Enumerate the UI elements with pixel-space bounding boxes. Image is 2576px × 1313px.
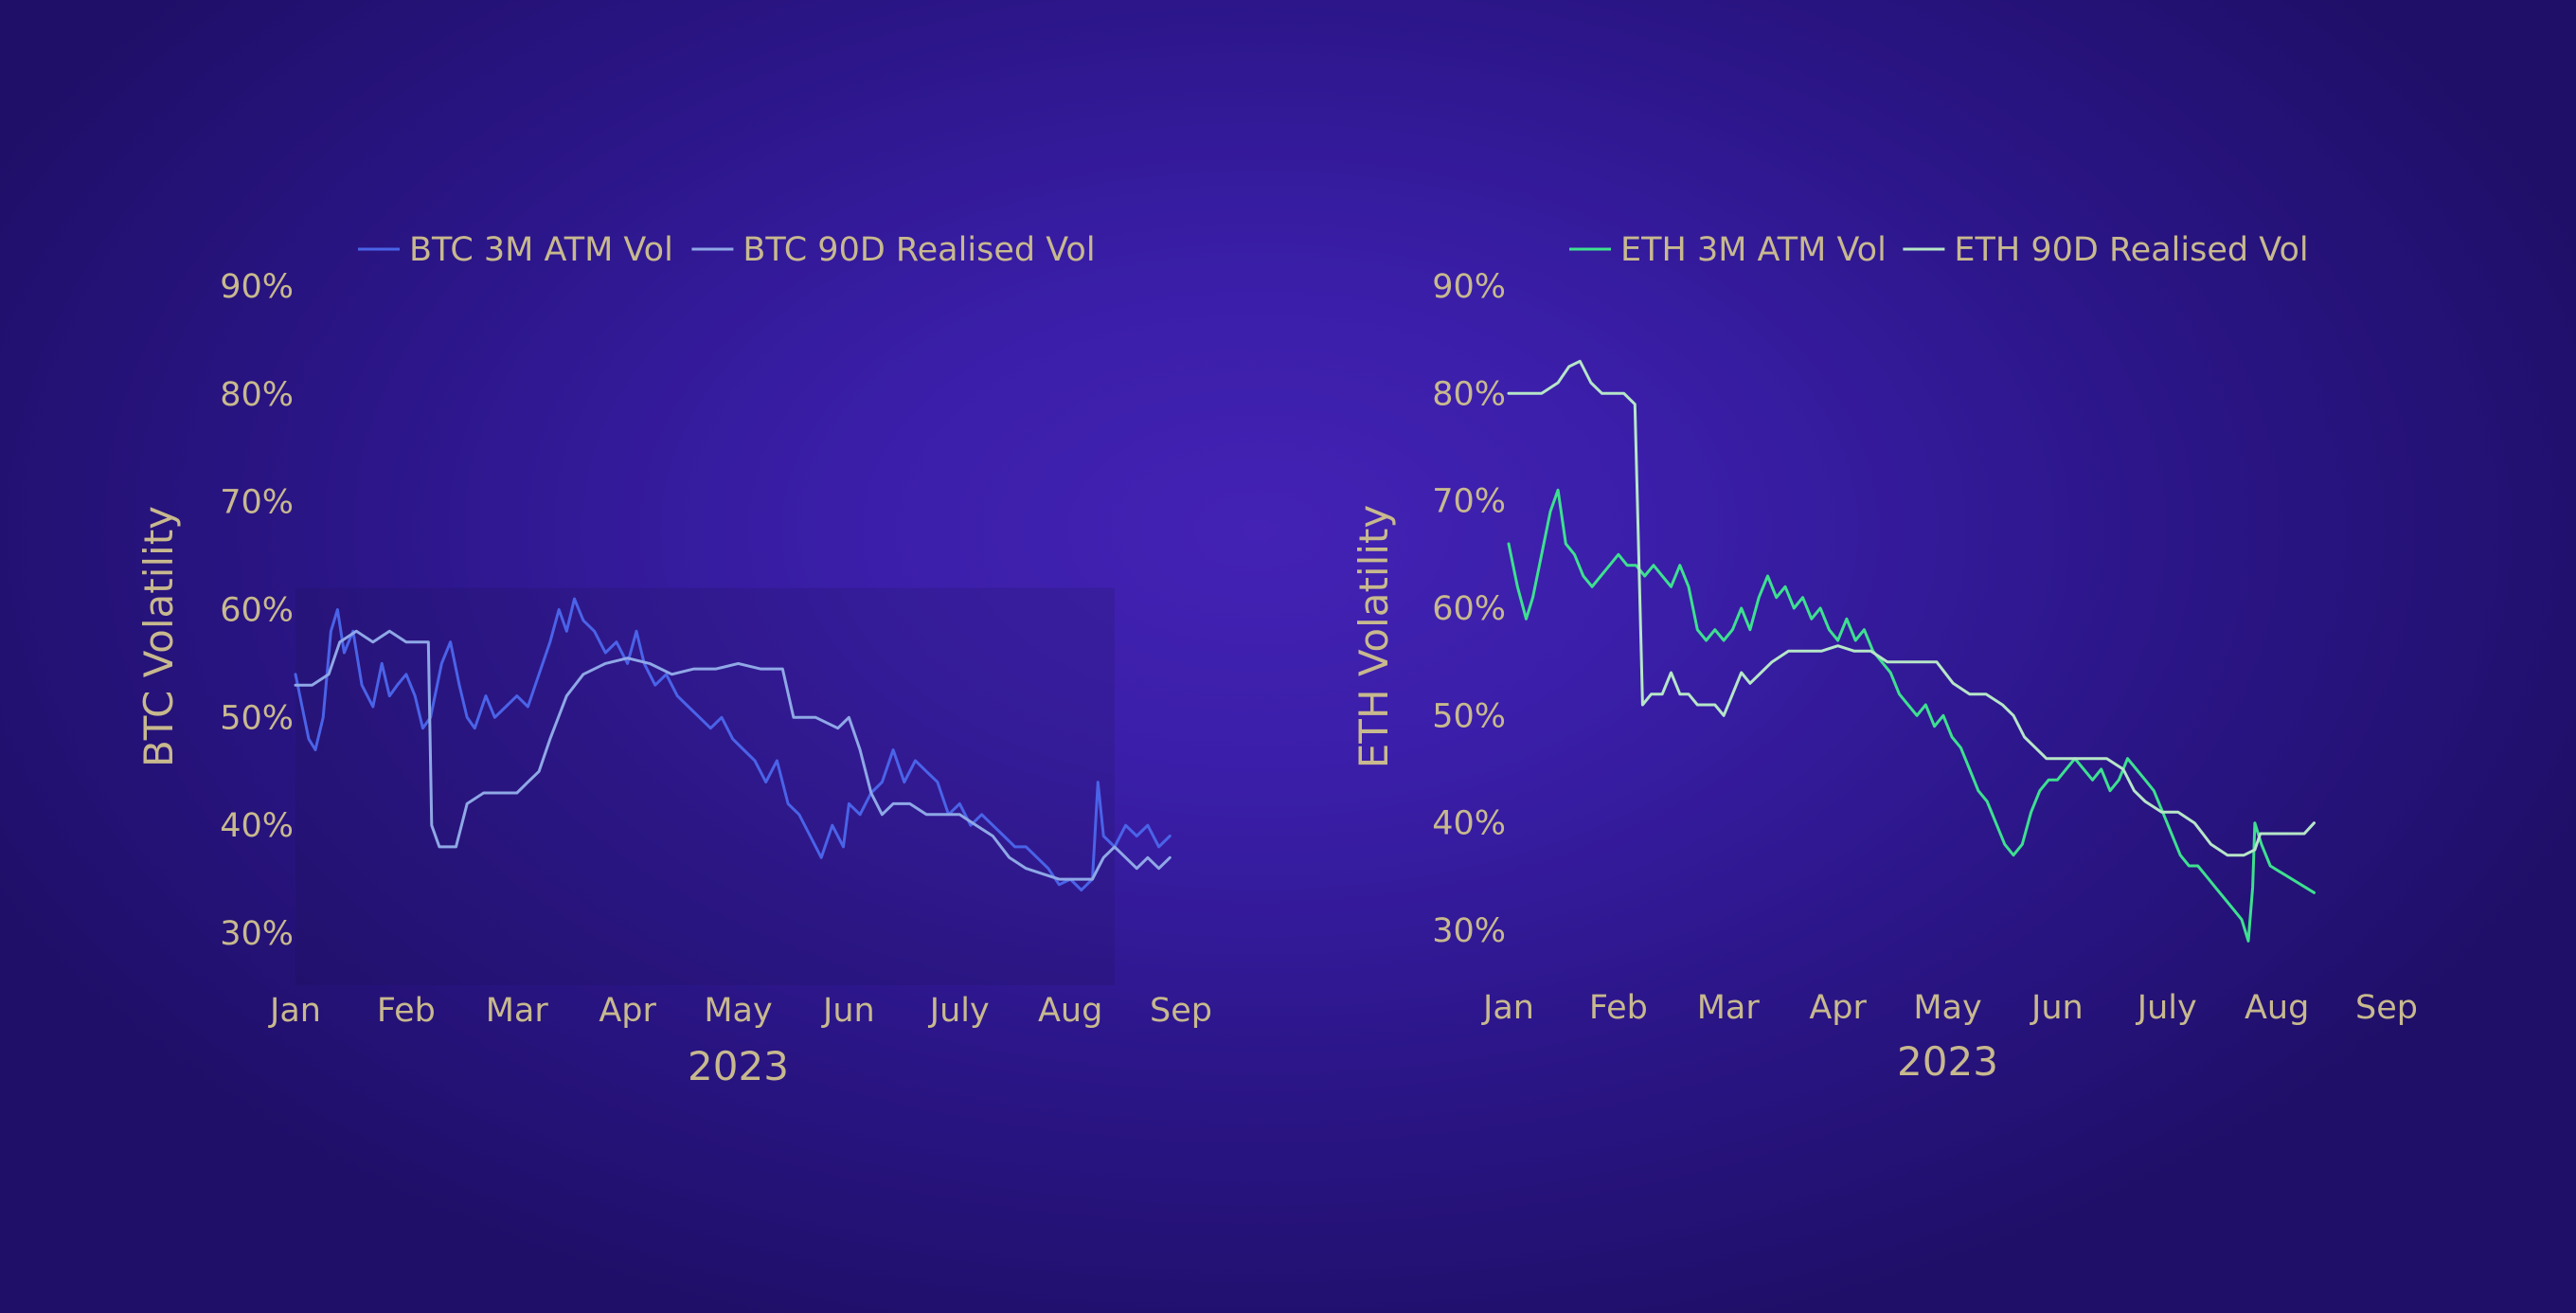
- eth-y-axis-title: ETH Volatility: [1351, 505, 1397, 769]
- eth-x-tick-label: Sep: [2355, 989, 2418, 1027]
- btc-series-line-1: [294, 597, 1172, 891]
- btc-y-tick-label: 30%: [220, 915, 294, 953]
- eth-x-tick-label: July: [2136, 989, 2197, 1027]
- btc-y-tick-label: 50%: [220, 699, 294, 737]
- eth-y-tick-label: 30%: [1432, 912, 1506, 950]
- btc-y-tick-label: 70%: [220, 484, 294, 522]
- btc-series-line-2: [294, 629, 1172, 881]
- btc-legend-label: BTC 3M ATM Vol: [409, 231, 673, 269]
- eth-x-tick-label: Mar: [1697, 989, 1761, 1027]
- btc-x-tick-label: Jan: [268, 992, 321, 1030]
- btc-legend-label: BTC 90D Realised Vol: [742, 231, 1095, 269]
- eth-x-axis-title: 2023: [1897, 1038, 1998, 1085]
- eth-x-tick-label: Jan: [1481, 989, 1534, 1027]
- eth-y-tick-label: 60%: [1432, 590, 1506, 628]
- btc-x-tick-label: Aug: [1038, 992, 1102, 1030]
- btc-plot-shade: [295, 587, 1115, 985]
- eth-x-tick-label: Apr: [1809, 989, 1867, 1027]
- eth-chart: 30% 40% 50% 60% 70% 80% 90% Jan Feb Mar Apr May Jun J…: [1351, 231, 2418, 1085]
- eth-y-tick-label: 40%: [1432, 805, 1506, 843]
- btc-x-tick-label: May: [704, 992, 772, 1030]
- btc-y-tick-label: 80%: [220, 376, 294, 414]
- eth-y-tick-label: 80%: [1432, 375, 1506, 413]
- eth-series-line-1: [1507, 488, 2316, 943]
- eth-x-tick-label: Aug: [2245, 989, 2309, 1027]
- btc-x-tick-label: July: [928, 992, 990, 1030]
- btc-x-tick-label: Jun: [821, 992, 875, 1030]
- eth-y-tick-label: 50%: [1432, 697, 1506, 735]
- eth-legend-label: ETH 90D Realised Vol: [1954, 231, 2308, 269]
- eth-y-tick-label: 90%: [1432, 268, 1506, 306]
- btc-chart: 30% 40% 50% 60% 70% 80% 90% Jan Feb Mar Apr May Jun J…: [135, 231, 1212, 1089]
- btc-y-tick-label: 90%: [220, 268, 294, 306]
- btc-x-axis-title: 2023: [688, 1043, 789, 1089]
- eth-y-tick-label: 70%: [1432, 483, 1506, 521]
- eth-x-tick-label: May: [1913, 989, 1981, 1027]
- eth-series-line-2: [1507, 359, 2316, 857]
- eth-legend-label: ETH 3M ATM Vol: [1620, 231, 1887, 269]
- btc-x-tick-label: Apr: [599, 992, 656, 1030]
- btc-y-tick-label: 60%: [220, 592, 294, 630]
- btc-x-tick-label: Mar: [486, 992, 549, 1030]
- btc-x-tick-label: Feb: [377, 992, 436, 1030]
- eth-x-tick-label: Feb: [1589, 989, 1648, 1027]
- btc-y-tick-label: 40%: [220, 807, 294, 845]
- btc-x-tick-label: Sep: [1150, 992, 1212, 1030]
- btc-y-axis-title: BTC Volatility: [135, 506, 182, 767]
- eth-x-tick-label: Jun: [2030, 989, 2084, 1027]
